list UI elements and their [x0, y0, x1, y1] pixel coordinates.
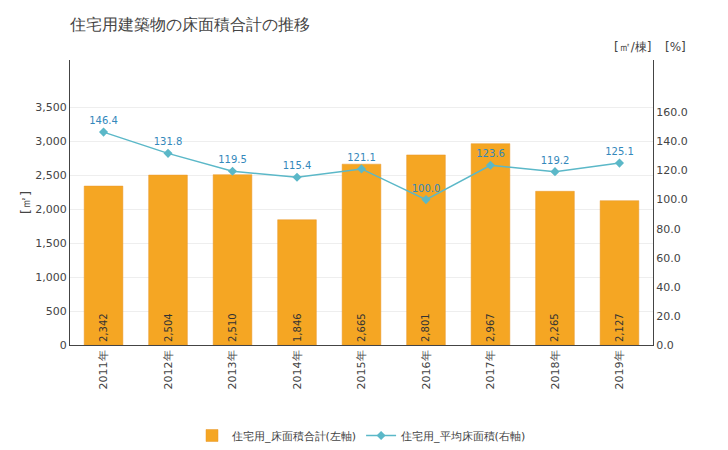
svg-text:[㎡/棟]: [㎡/棟] [614, 40, 651, 54]
svg-text:125.1: 125.1 [605, 146, 634, 157]
svg-text:2013年: 2013年 [226, 350, 239, 389]
svg-text:住宅用建築物の床面積合計の推移: 住宅用建築物の床面積合計の推移 [69, 15, 310, 34]
svg-text:100.0: 100.0 [412, 183, 441, 194]
svg-text:100.0: 100.0 [656, 193, 688, 206]
svg-text:115.4: 115.4 [283, 160, 312, 171]
svg-text:2011年: 2011年 [97, 350, 110, 389]
svg-text:2019年: 2019年 [613, 350, 626, 389]
svg-text:123.6: 123.6 [476, 148, 505, 159]
svg-text:80.0: 80.0 [656, 223, 681, 236]
svg-text:1,846: 1,846 [292, 313, 303, 342]
svg-text:2,127: 2,127 [614, 313, 625, 342]
svg-text:131.8: 131.8 [154, 136, 183, 147]
svg-text:40.0: 40.0 [656, 281, 681, 294]
svg-text:2,967: 2,967 [485, 313, 496, 342]
svg-text:121.1: 121.1 [347, 152, 376, 163]
svg-text:2014年: 2014年 [291, 350, 304, 389]
svg-text:140.0: 140.0 [656, 135, 688, 148]
svg-text:2,265: 2,265 [549, 313, 560, 342]
svg-text:120.0: 120.0 [656, 164, 688, 177]
svg-text:160.0: 160.0 [656, 106, 688, 119]
svg-text:2,504: 2,504 [163, 313, 174, 342]
svg-text:2,000: 2,000 [35, 203, 67, 216]
svg-text:住宅用_平均床面積(右軸): 住宅用_平均床面積(右軸) [401, 430, 525, 443]
svg-text:2,500: 2,500 [35, 169, 67, 182]
svg-text:2,342: 2,342 [98, 313, 109, 342]
svg-text:3,500: 3,500 [35, 101, 67, 114]
svg-text:2017年: 2017年 [484, 350, 497, 389]
svg-text:2015年: 2015年 [355, 350, 368, 389]
svg-text:0: 0 [60, 339, 67, 352]
svg-text:3,000: 3,000 [35, 135, 67, 148]
svg-text:20.0: 20.0 [656, 310, 681, 323]
svg-text:146.4: 146.4 [89, 115, 118, 126]
svg-text:2018年: 2018年 [549, 350, 562, 389]
svg-text:119.5: 119.5 [218, 154, 247, 165]
svg-text:1,500: 1,500 [35, 237, 67, 250]
svg-text:2,801: 2,801 [420, 313, 431, 342]
svg-text:住宅用_床面積合計(左軸): 住宅用_床面積合計(左軸) [232, 430, 356, 443]
svg-text:[㎡]: [㎡] [18, 191, 33, 214]
svg-text:500: 500 [46, 305, 67, 318]
svg-text:2,510: 2,510 [227, 313, 238, 342]
svg-text:1,000: 1,000 [35, 271, 67, 284]
svg-text:0.0: 0.0 [656, 339, 674, 352]
svg-text:2,665: 2,665 [356, 313, 367, 342]
svg-text:119.2: 119.2 [541, 155, 570, 166]
svg-text:2016年: 2016年 [420, 350, 433, 389]
svg-text:[%]: [%] [665, 40, 686, 54]
svg-text:60.0: 60.0 [656, 252, 681, 265]
svg-text:2012年: 2012年 [162, 350, 175, 389]
